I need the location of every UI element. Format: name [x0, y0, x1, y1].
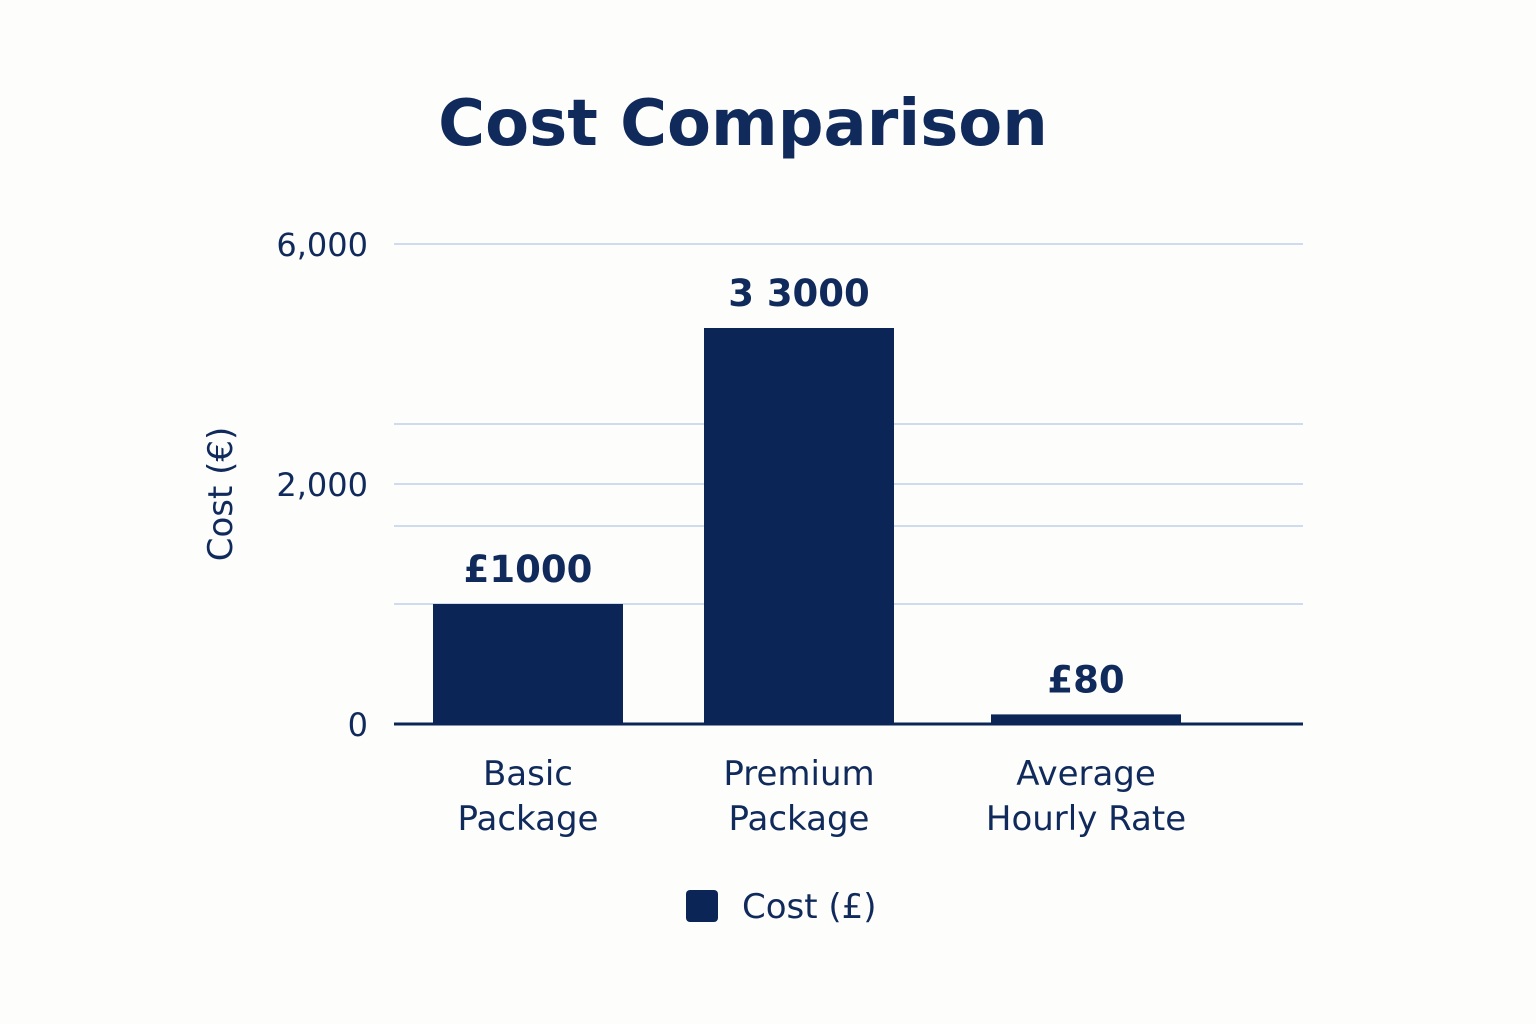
data-label: 3 3000 — [728, 272, 870, 315]
y-tick-label: 6,000 — [276, 226, 368, 264]
bar — [991, 714, 1181, 724]
x-category-label-line: Basic — [483, 754, 573, 794]
data-label: £1000 — [464, 548, 593, 591]
bar — [433, 604, 623, 724]
bars — [433, 328, 1181, 724]
x-category-label-line: Premium — [723, 754, 874, 794]
data-label: £80 — [1047, 658, 1124, 701]
y-tick-label: 2,000 — [276, 466, 368, 504]
x-category-label: Average Hourly Rate — [986, 754, 1186, 839]
x-category-label-line: Hourly Rate — [986, 799, 1186, 839]
x-category-label: Premium Package — [723, 754, 874, 839]
x-category-label-line: Average — [1016, 754, 1156, 794]
x-category-label-line: Package — [458, 799, 599, 839]
bar — [704, 328, 894, 724]
x-category-label: Basic Package — [458, 754, 599, 839]
x-category-label-line: Package — [729, 799, 870, 839]
legend: Cost (£) — [686, 887, 877, 927]
legend-label: Cost (£) — [742, 887, 877, 927]
y-axis-title: Cost (€) — [201, 427, 241, 562]
y-tick-label: 0 — [348, 706, 368, 744]
chart-title: Cost Comparison — [438, 87, 1048, 161]
legend-swatch — [686, 890, 718, 922]
